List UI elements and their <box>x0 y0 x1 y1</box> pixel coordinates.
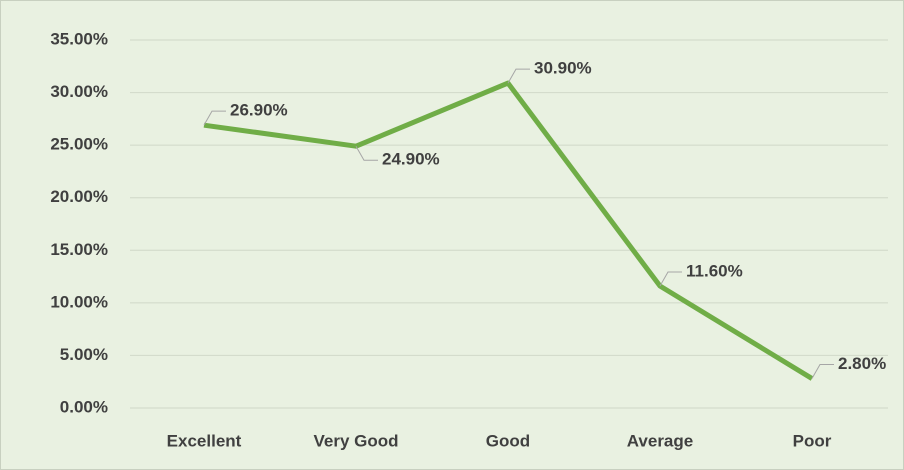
y-tick-label: 10.00% <box>50 292 108 311</box>
data-label: 24.90% <box>382 150 440 169</box>
y-tick-label: 30.00% <box>50 82 108 101</box>
y-tick-label: 15.00% <box>50 240 108 259</box>
x-tick-label: Average <box>627 431 693 450</box>
label-leader <box>659 271 682 287</box>
data-label: 11.60% <box>686 262 743 281</box>
x-tick-label: Very Good <box>313 431 398 450</box>
label-leader <box>811 364 834 379</box>
data-label: 26.90% <box>230 101 288 120</box>
y-tick-label: 5.00% <box>60 345 108 364</box>
label-leader <box>355 145 378 161</box>
y-tick-label: 25.00% <box>50 135 108 154</box>
y-tick-label: 20.00% <box>50 187 108 206</box>
data-label: 30.90% <box>534 59 592 78</box>
label-leader <box>507 68 530 84</box>
y-tick-label: 0.00% <box>60 397 108 416</box>
x-tick-label: Good <box>486 431 530 450</box>
data-label: 2.80% <box>838 354 886 373</box>
x-tick-label: Excellent <box>167 431 242 450</box>
y-tick-label: 35.00% <box>50 29 108 48</box>
label-leader <box>203 110 226 126</box>
x-tick-label: Poor <box>793 431 832 450</box>
